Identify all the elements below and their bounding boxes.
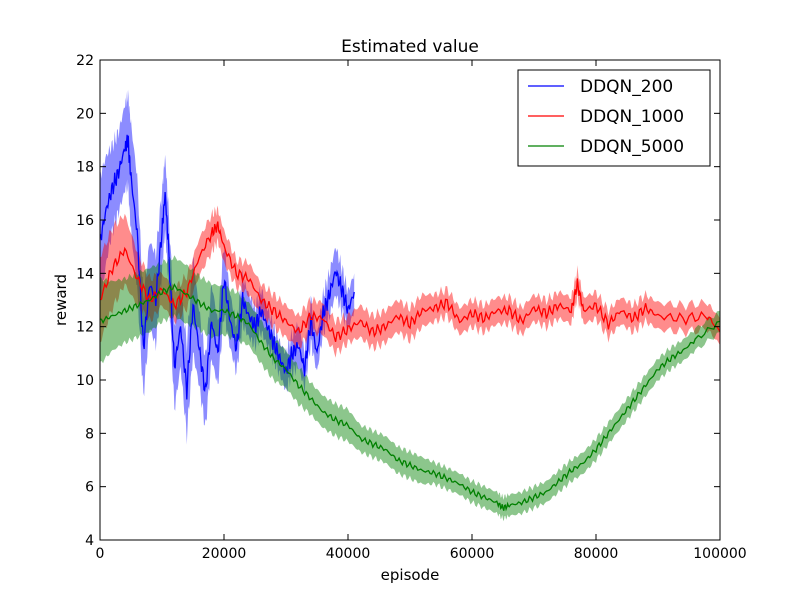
y-tick-label: 18 [76, 160, 94, 176]
series-line-ddqn_200 [99, 134, 355, 400]
x-tick-label: 100000 [693, 546, 746, 562]
legend-label-ddqn_5000: DDQN_5000 [580, 137, 684, 157]
legend-label-ddqn_200: DDQN_200 [580, 77, 673, 97]
legend-label-ddqn_1000: DDQN_1000 [580, 107, 684, 127]
series-lines [99, 134, 721, 512]
y-tick-label: 6 [85, 480, 94, 496]
x-tick-label: 80000 [574, 546, 619, 562]
x-tick-label: 0 [96, 546, 105, 562]
y-tick-label: 12 [76, 320, 94, 336]
y-tick-label: 22 [76, 53, 94, 69]
legend: DDQN_200 DDQN_1000 DDQN_5000 [517, 69, 711, 167]
x-tick-label: 40000 [326, 546, 371, 562]
band-ddqn_1000 [100, 205, 720, 358]
series-line-ddqn_1000 [99, 221, 721, 342]
x-tick-label: 60000 [450, 546, 495, 562]
y-axis-label: reward [52, 274, 70, 326]
chart-title: Estimated value [341, 37, 479, 57]
series-line-ddqn_5000 [99, 283, 721, 512]
plot-frame [99, 59, 721, 541]
x-axis-label: episode [381, 566, 440, 584]
y-tick-label: 8 [85, 426, 94, 442]
x-tick-label: 20000 [202, 546, 247, 562]
axis-ticks: 0 20000 40000 60000 80000 100000 4 6 8 10 12 14 16 18… [76, 53, 747, 562]
y-tick-label: 20 [76, 106, 94, 122]
y-tick-label: 4 [85, 533, 94, 549]
y-tick-label: 14 [76, 266, 94, 282]
y-tick-label: 16 [76, 213, 94, 229]
y-tick-label: 10 [76, 373, 94, 389]
